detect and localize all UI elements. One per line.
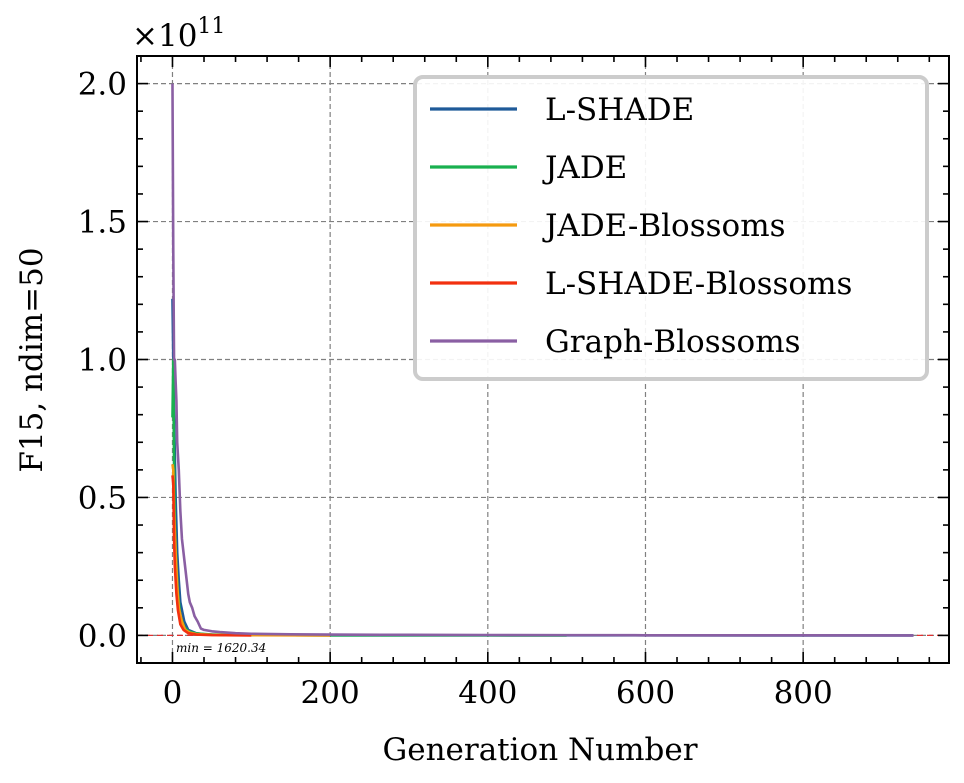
legend-label: JADE-Blossoms: [542, 208, 786, 244]
y-axis-label: F15, ndim=50: [14, 247, 50, 472]
x-tick-label: 0: [163, 675, 183, 711]
series-line-2: [171, 464, 331, 637]
tick-labels: 0 200 400 600 800 0.0 0.5 1.0 1.5 2.0: [78, 67, 833, 711]
x-tick-label: 400: [458, 675, 517, 711]
y-scale-multiplier: ×1011: [132, 14, 225, 54]
legend-label: L-SHADE: [545, 92, 694, 128]
legend: L-SHADE JADE JADE-Blossoms L-SHADE-Blossoms…: [413, 75, 929, 381]
legend-box: [413, 75, 929, 381]
legend-label: L-SHADE-Blossoms: [545, 266, 852, 302]
y-tick-label: 0.0: [78, 618, 127, 654]
x-tick-label: 200: [301, 675, 360, 711]
y-tick-label: 1.5: [78, 205, 127, 241]
x-tick-label: 800: [774, 675, 833, 711]
legend-label: JADE: [542, 150, 627, 186]
y-tick-label: 0.5: [78, 480, 127, 516]
y-tick-label: 2.0: [78, 67, 127, 103]
series-group: [171, 83, 914, 637]
legend-label: Graph-Blossoms: [545, 324, 801, 360]
x-axis-label: Generation Number: [382, 732, 697, 768]
series-line-4: [171, 83, 914, 637]
y-tick-label: 1.0: [78, 343, 127, 379]
plot-frame: [136, 55, 950, 664]
series-line-3: [171, 475, 252, 637]
min-annotation: min = 1620.34: [176, 641, 266, 655]
x-tick-label: 600: [616, 675, 675, 711]
